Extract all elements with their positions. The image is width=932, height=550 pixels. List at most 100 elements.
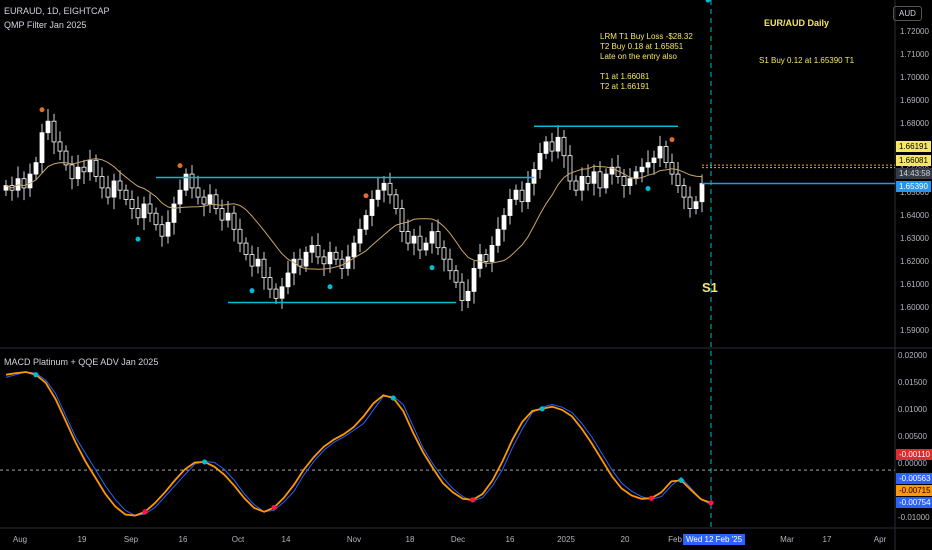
- candle: [213, 194, 219, 210]
- candle: [417, 235, 423, 251]
- chart-annotation-title: EUR/AUD Daily: [764, 18, 830, 28]
- price-tag: 14:43:58: [896, 168, 932, 179]
- macd-cross-dot: [201, 459, 208, 465]
- price-tick-label: 1.63000: [900, 233, 929, 243]
- candle: [333, 251, 339, 260]
- candle: [165, 221, 171, 237]
- candle: [255, 258, 261, 267]
- candle: [63, 150, 69, 166]
- candle: [81, 166, 87, 173]
- candle: [21, 178, 27, 189]
- candle: [603, 173, 609, 189]
- date-tag: Wed 12 Feb '25: [683, 534, 746, 545]
- macd-tick-label: 0.00500: [898, 432, 927, 441]
- candle: [327, 251, 333, 265]
- time-tick-label: 2025: [557, 535, 575, 544]
- time-tick-label: 17: [822, 535, 832, 544]
- macd-cross-dot: [470, 497, 476, 503]
- candle: [111, 180, 117, 198]
- candle: [489, 244, 495, 262]
- price-tick-label: 1.65000: [900, 187, 929, 197]
- candle: [561, 136, 567, 157]
- candle: [411, 235, 417, 244]
- candle: [687, 196, 693, 210]
- price-tick-label: 1.62000: [900, 256, 929, 266]
- time-tick-label: 19: [77, 535, 87, 544]
- price-tick-label: 1.60000: [900, 302, 929, 312]
- time-tick-label: 16: [505, 535, 515, 544]
- macd-value-tag: -0.00754: [896, 497, 932, 508]
- qmp-sell-dot: [669, 137, 675, 143]
- macd-title: MACD Platinum + QQE ADV Jan 2025: [4, 357, 159, 367]
- macd-cross-dot: [708, 500, 714, 506]
- symbol-line: EURAUD, 1D, EIGHTCAP: [4, 6, 110, 16]
- candle: [147, 203, 153, 214]
- currency-button[interactable]: AUD: [893, 6, 922, 21]
- qmp-sell-dot: [177, 163, 183, 169]
- macd-slow-line: [5, 371, 712, 517]
- price-tick-label: 1.59000: [900, 325, 929, 335]
- candle: [579, 175, 585, 191]
- time-tick-label: 14: [281, 535, 291, 544]
- candle: [237, 228, 243, 244]
- price-tag: 1.66191: [896, 141, 931, 152]
- candle: [45, 120, 51, 134]
- macd-cross-dot: [33, 372, 39, 378]
- candle: [483, 254, 489, 262]
- macd-cross-dot: [539, 406, 545, 412]
- candle: [201, 196, 207, 205]
- candle: [363, 215, 369, 230]
- moving-average-line: [5, 158, 703, 270]
- candle: [471, 267, 477, 292]
- candle: [495, 228, 501, 246]
- qmp-buy-dot: [249, 288, 255, 294]
- price-tick-label: 1.61000: [900, 279, 929, 289]
- candle: [645, 162, 651, 168]
- candle: [513, 189, 519, 200]
- s1-note: S1 Buy 0.12 at 1.65390 T1: [759, 56, 855, 65]
- candle: [99, 175, 105, 189]
- candle: [459, 281, 465, 302]
- macd-fast-line: [5, 371, 712, 517]
- candle: [543, 141, 549, 154]
- price-tag: 1.66081: [896, 155, 931, 166]
- macd-cross-dot: [678, 477, 684, 483]
- candle: [273, 288, 279, 299]
- price-tick-label: 1.71000: [900, 49, 929, 59]
- price-tag: 1.65390: [896, 181, 931, 192]
- candle: [129, 198, 135, 209]
- candle: [525, 182, 531, 203]
- candle: [369, 198, 375, 216]
- candle: [315, 244, 321, 258]
- candle: [651, 157, 657, 163]
- candle: [267, 277, 273, 290]
- candle: [39, 132, 45, 163]
- price-tick-label: 1.64000: [900, 210, 929, 220]
- time-tick-label: Sep: [123, 535, 139, 544]
- candle: [243, 242, 249, 256]
- price-tick-label: 1.68000: [900, 118, 929, 128]
- candle: [285, 272, 291, 288]
- candle: [555, 136, 561, 152]
- candle: [435, 231, 441, 249]
- candle: [351, 242, 357, 258]
- candle: [633, 171, 639, 180]
- candle: [663, 146, 669, 164]
- candle: [159, 224, 165, 237]
- candle: [585, 175, 591, 184]
- time-tick-label: 16: [178, 535, 188, 544]
- time-tick-label: Nov: [346, 535, 362, 544]
- candle: [441, 247, 447, 260]
- qmp-buy-dot: [135, 236, 141, 242]
- candle: [177, 189, 183, 205]
- candle: [567, 155, 573, 182]
- qmp-buy-dot: [705, 0, 711, 3]
- price-tick-label: 1.72000: [900, 26, 929, 36]
- candle: [681, 185, 687, 198]
- macd-cross-dot: [271, 504, 277, 511]
- price-tick-label: 1.69000: [900, 95, 929, 105]
- candle: [675, 173, 681, 187]
- qmp-buy-dot: [429, 265, 435, 271]
- candle: [429, 231, 435, 244]
